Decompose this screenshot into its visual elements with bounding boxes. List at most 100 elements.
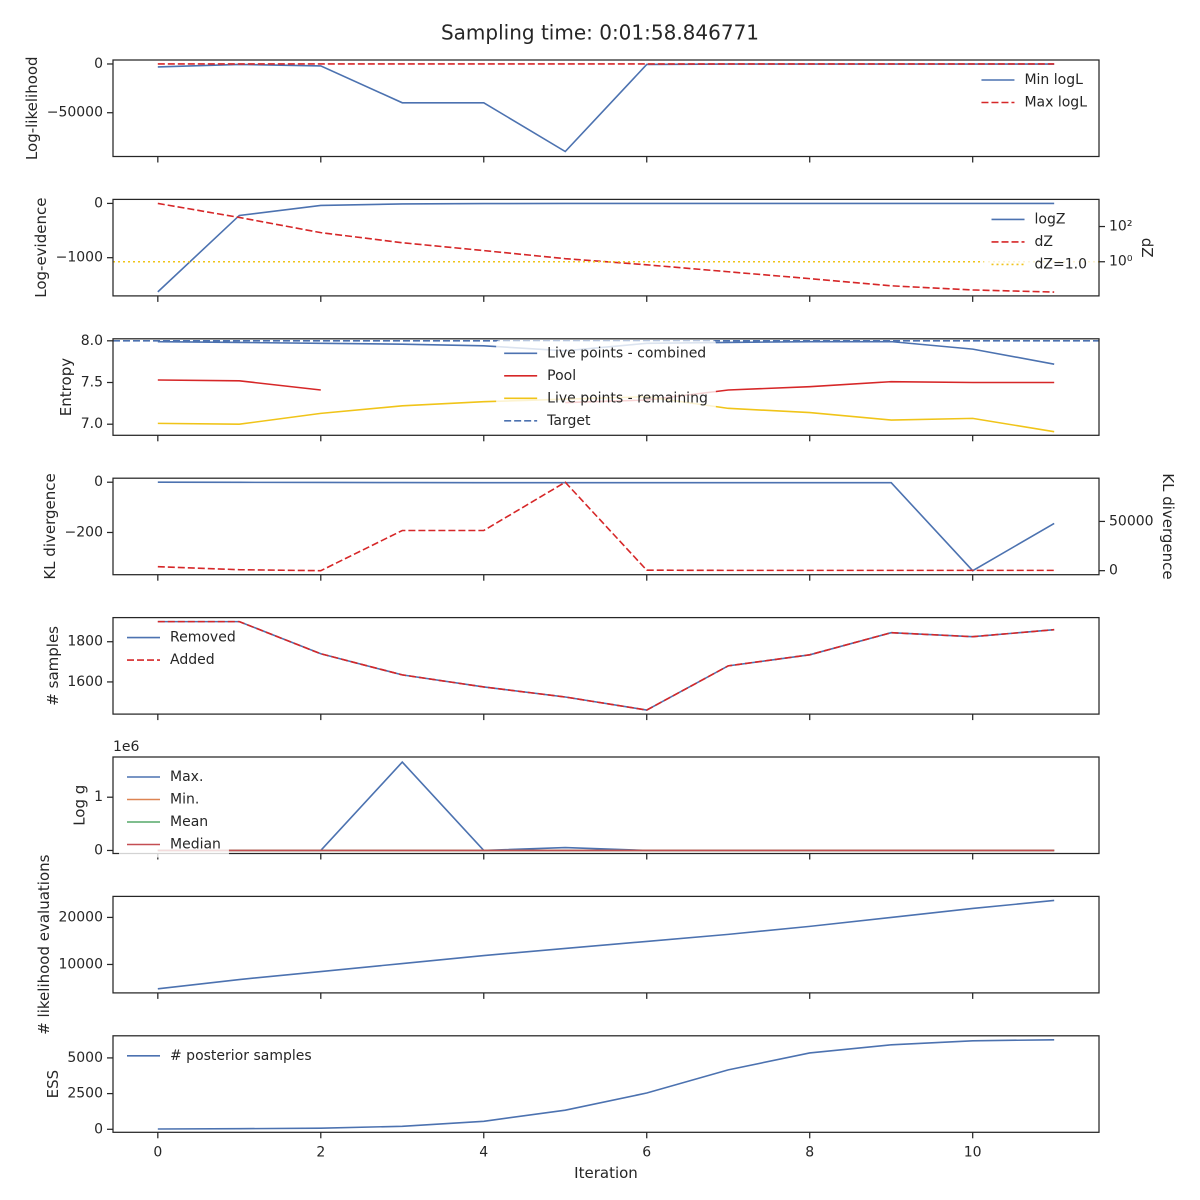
y-axis-label: KL divergence	[41, 473, 59, 579]
legend-label: Live points - combined	[547, 345, 706, 361]
y-axis-label: # samples	[44, 626, 62, 706]
y2-axis-label: dZ	[1138, 238, 1156, 258]
y-tick-label: 7.0	[81, 416, 103, 432]
series-line	[157, 202, 1055, 293]
y2-tick-label: 10²	[1109, 219, 1132, 235]
panel: 0 2500 5000 ESS 0 2 4 6 8 10 Iteration	[44, 1035, 1100, 1182]
legend-background	[973, 67, 1095, 116]
axes-frame	[112, 895, 1100, 994]
legend-background	[119, 764, 229, 858]
y-axis-label: Log-evidence	[32, 198, 50, 298]
y-tick-label: 0	[94, 1121, 103, 1137]
series-line	[157, 1038, 1055, 1130]
legend: Min logL Max logL	[973, 67, 1095, 116]
y-tick-label: 1	[94, 789, 103, 805]
legend-label: Removed	[170, 630, 236, 646]
legend-label: Min logL	[1024, 72, 1083, 88]
series-line	[157, 481, 1055, 572]
axes-frame	[112, 1035, 1100, 1133]
y-axis-label: Log g	[71, 785, 89, 826]
legend: Removed Added	[119, 624, 244, 674]
legend-label: Max.	[170, 769, 203, 785]
y-tick-label: 20000	[58, 909, 103, 925]
y-tick-label: 8.0	[81, 333, 103, 349]
legend-label: dZ	[1035, 234, 1053, 250]
y-axis-label: # likelihood evaluations	[35, 854, 53, 1034]
y-tick-label: 0	[94, 195, 103, 211]
x-tick-label: 4	[479, 1144, 488, 1160]
panel: 0 1 Log g 1e6	[71, 739, 1100, 860]
y-tick-label: 5000	[67, 1050, 103, 1066]
axes-frame	[112, 616, 1100, 715]
y-tick-label: 0	[94, 474, 103, 490]
legend: # posterior samples	[119, 1042, 320, 1069]
axes-frame	[112, 338, 1100, 436]
y-tick-label: 2500	[67, 1086, 103, 1102]
series-line	[157, 899, 1055, 990]
legend-label: Pool	[547, 368, 576, 384]
panel: −50000 0 Log-likelihood	[23, 56, 1100, 163]
plot-area	[157, 620, 1055, 711]
plot-area	[157, 760, 1055, 852]
panel: −1000 0 Log-evidence 10⁰ 10² dZ	[32, 195, 1156, 302]
legend-label: Live points - remaining	[547, 390, 708, 406]
y-tick-label: 7.5	[81, 375, 103, 391]
legend-background	[119, 1042, 320, 1069]
y2-tick-label: 50000	[1109, 513, 1154, 529]
y-axis-label: Entropy	[57, 358, 75, 416]
axes-frame	[112, 59, 1100, 158]
legend-background	[496, 340, 716, 434]
x-tick-label: 2	[316, 1144, 325, 1160]
axes-frame	[112, 756, 1100, 855]
series-line	[157, 620, 1055, 711]
legend-label: Max logL	[1024, 95, 1087, 111]
legend-label: dZ=1.0	[1035, 256, 1087, 272]
y2-axis-label: KL divergence	[1159, 473, 1177, 579]
legend-label: # posterior samples	[170, 1048, 312, 1064]
plot-area	[157, 1038, 1055, 1130]
series-line	[157, 620, 1055, 711]
y-tick-label: 0	[94, 56, 103, 72]
y-axis-label: Log-likelihood	[23, 56, 41, 160]
legend-label: Min.	[170, 792, 199, 808]
panel: −200 0 KL divergence 0 50000 KL divergence	[41, 473, 1177, 581]
plot-area	[113, 202, 1099, 293]
plot-area	[157, 481, 1055, 572]
y-tick-label: −50000	[47, 105, 103, 121]
x-tick-label: 8	[805, 1144, 814, 1160]
plot-area	[157, 63, 1055, 153]
series-line	[157, 481, 1055, 572]
legend-label: Mean	[170, 814, 208, 830]
y-tick-label: 10000	[58, 956, 103, 972]
offset-text: 1e6	[113, 739, 140, 755]
legend-label: Added	[170, 652, 215, 668]
x-tick-label: 10	[964, 1144, 982, 1160]
legend-label: Target	[546, 413, 591, 429]
y-tick-label: 1600	[67, 674, 103, 690]
legend-label: Median	[170, 837, 221, 853]
plot-area	[157, 899, 1055, 990]
y-axis-label: ESS	[44, 1070, 62, 1099]
y-tick-label: −200	[65, 524, 103, 540]
axes-frame	[112, 198, 1100, 297]
series-line	[157, 760, 1055, 852]
legend: logZ dZ dZ=1.0	[983, 206, 1095, 278]
x-tick-label: 6	[642, 1144, 651, 1160]
y2-tick-label: 10⁰	[1109, 254, 1133, 270]
y2-tick-label: 0	[1109, 563, 1118, 579]
legend-background	[983, 206, 1095, 278]
legend-background	[119, 624, 244, 674]
y-tick-label: 1800	[67, 634, 103, 650]
axes-frame	[112, 477, 1100, 576]
figure-title: Sampling time: 0:01:58.846771	[441, 21, 759, 45]
legend: Max. Min. Mean Median	[119, 764, 229, 858]
legend-label: logZ	[1035, 211, 1066, 227]
y-tick-label: −1000	[56, 250, 103, 266]
series-line	[157, 202, 1055, 293]
x-axis-label: Iteration	[574, 1164, 638, 1182]
y-tick-label: 0	[94, 842, 103, 858]
panel: 10000 20000 # likelihood evaluations	[35, 854, 1100, 1035]
legend: Live points - combined Pool Live points - …	[496, 340, 716, 434]
panel: 1600 1800 # samples	[44, 616, 1100, 721]
